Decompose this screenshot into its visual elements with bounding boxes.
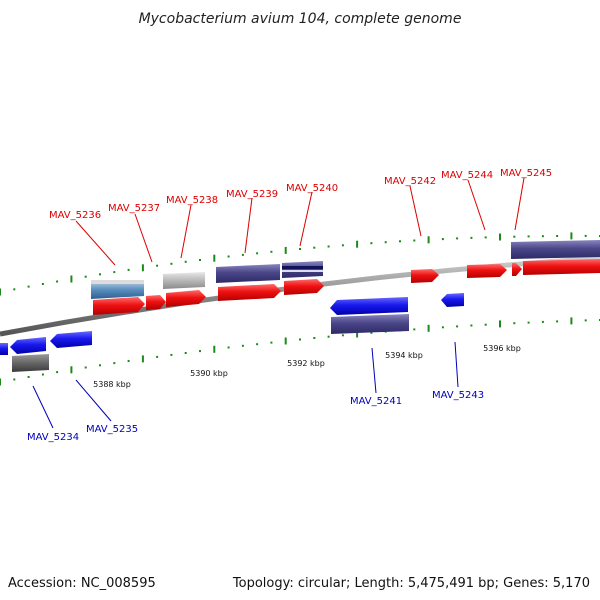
gene-pseudo[interactable]	[163, 272, 205, 289]
top-tick-track	[0, 232, 600, 296]
gene-arrow[interactable]	[146, 295, 166, 310]
kbp-scale: 5388 kbp 5390 kbp 5392 kbp 5394 kbp 5396…	[93, 344, 521, 389]
gene-arrow[interactable]	[10, 337, 46, 354]
gene-pseudo-band	[282, 270, 323, 272]
gene-arrow[interactable]	[512, 263, 522, 276]
gene-arrow[interactable]	[523, 259, 600, 275]
gene-arrow[interactable]	[284, 279, 324, 295]
gene-arrow[interactable]	[411, 269, 439, 283]
gene-arrow[interactable]	[93, 297, 145, 315]
kbp-label: 5388 kbp	[93, 380, 131, 389]
gene-label[interactable]: MAV_5240	[286, 183, 338, 194]
summary-text: Topology: circular; Length: 5,475,491 bp…	[232, 576, 590, 591]
gene-pseudo[interactable]	[511, 240, 600, 259]
map-title: Mycobacterium avium 104, complete genome	[139, 11, 462, 27]
gene-pseudo[interactable]	[282, 261, 323, 278]
gene-label[interactable]: MAV_5236	[49, 210, 101, 221]
kbp-label: 5394 kbp	[385, 351, 423, 360]
gene-pseudo[interactable]	[216, 264, 280, 283]
gene-arrow[interactable]	[467, 264, 507, 278]
bottom-tick-track	[0, 317, 600, 386]
gene-label[interactable]: MAV_5244	[441, 170, 493, 181]
accession-text: Accession: NC_008595	[8, 576, 156, 591]
gene-pseudo[interactable]	[331, 314, 409, 334]
gene-pseudo[interactable]	[12, 354, 49, 372]
gene-pseudo-band	[282, 266, 323, 269]
gene-label[interactable]: MAV_5245	[500, 168, 552, 179]
kbp-label: 5396 kbp	[483, 344, 521, 353]
gene-labels: MAV_5234 MAV_5235 MAV_5236 MAV_5237 MAV_…	[27, 168, 552, 443]
gene-label[interactable]: MAV_5242	[384, 176, 436, 187]
gene-arrow[interactable]	[0, 343, 8, 355]
gene-label[interactable]: MAV_5234	[27, 432, 79, 443]
gene-arrow[interactable]	[218, 284, 281, 301]
kbp-label: 5390 kbp	[190, 369, 228, 378]
gene-pseudo-band	[91, 280, 144, 284]
gene-label[interactable]: MAV_5239	[226, 189, 278, 200]
gene-arrow[interactable]	[166, 290, 206, 307]
gene-label[interactable]: MAV_5237	[108, 203, 160, 214]
kbp-label: 5392 kbp	[287, 359, 325, 368]
label-leaders	[32, 177, 525, 429]
gene-label[interactable]: MAV_5241	[350, 396, 402, 407]
gene-pseudo[interactable]	[91, 280, 144, 299]
gene-arrow[interactable]	[330, 297, 408, 315]
gene-label[interactable]: MAV_5238	[166, 195, 218, 206]
gene-arrow[interactable]	[441, 293, 464, 307]
gene-features	[0, 240, 600, 372]
gene-arrow[interactable]	[50, 331, 92, 348]
gene-label[interactable]: MAV_5235	[86, 424, 138, 435]
gene-label[interactable]: MAV_5243	[432, 390, 484, 401]
